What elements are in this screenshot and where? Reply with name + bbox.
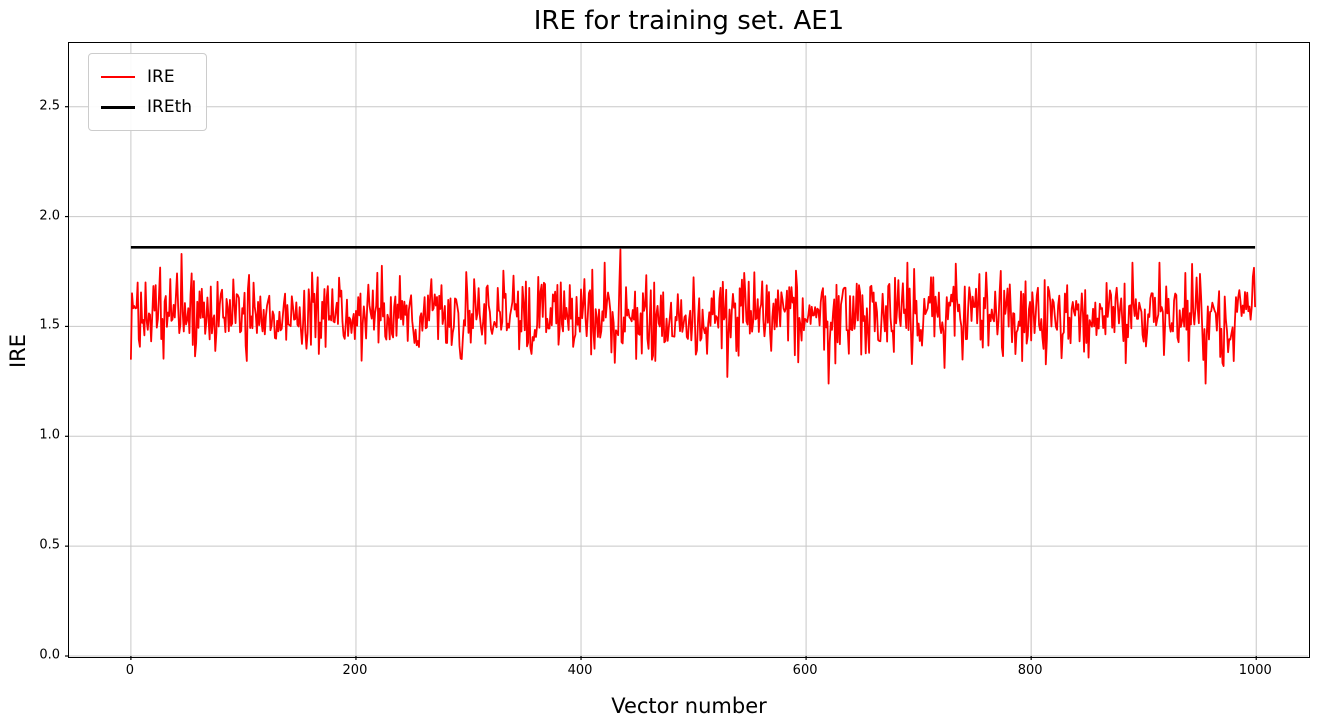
y-tick-label: 0.0: [39, 647, 60, 663]
y-tick-label: 2.0: [39, 208, 60, 224]
legend-label-ireth: IREth: [147, 97, 193, 117]
x-tick-label: 0: [125, 663, 135, 678]
legend: IRE IREth: [88, 53, 208, 131]
legend-entry-ire: IRE: [101, 62, 192, 92]
y-tick-label: 2.5: [39, 98, 60, 114]
x-tick-label: 600: [792, 663, 818, 678]
tick-marks: [65, 106, 1257, 660]
y-tick-label: 1.5: [39, 317, 60, 333]
plot-canvas: [65, 43, 1308, 660]
y-tick-label: 0.5: [39, 537, 60, 553]
legend-entry-ireth: IREth: [101, 92, 192, 122]
grid-lines: [69, 43, 1308, 657]
chart-title: IRE for training set. AE1: [533, 6, 845, 36]
x-tick-label: 400: [567, 663, 593, 678]
ire-line: [129, 248, 1257, 385]
legend-label-ire: IRE: [147, 67, 175, 87]
x-tick-label: 1000: [1238, 663, 1272, 678]
x-axis-label: Vector number: [611, 694, 767, 718]
x-tick-label: 200: [342, 663, 368, 678]
ire-line-swatch: [101, 76, 135, 78]
x-tick-label: 800: [1017, 663, 1043, 678]
y-tick-label: 1.0: [39, 427, 60, 443]
ireth-line-swatch: [101, 105, 135, 109]
plot-area: IRE IREth: [65, 42, 1310, 660]
